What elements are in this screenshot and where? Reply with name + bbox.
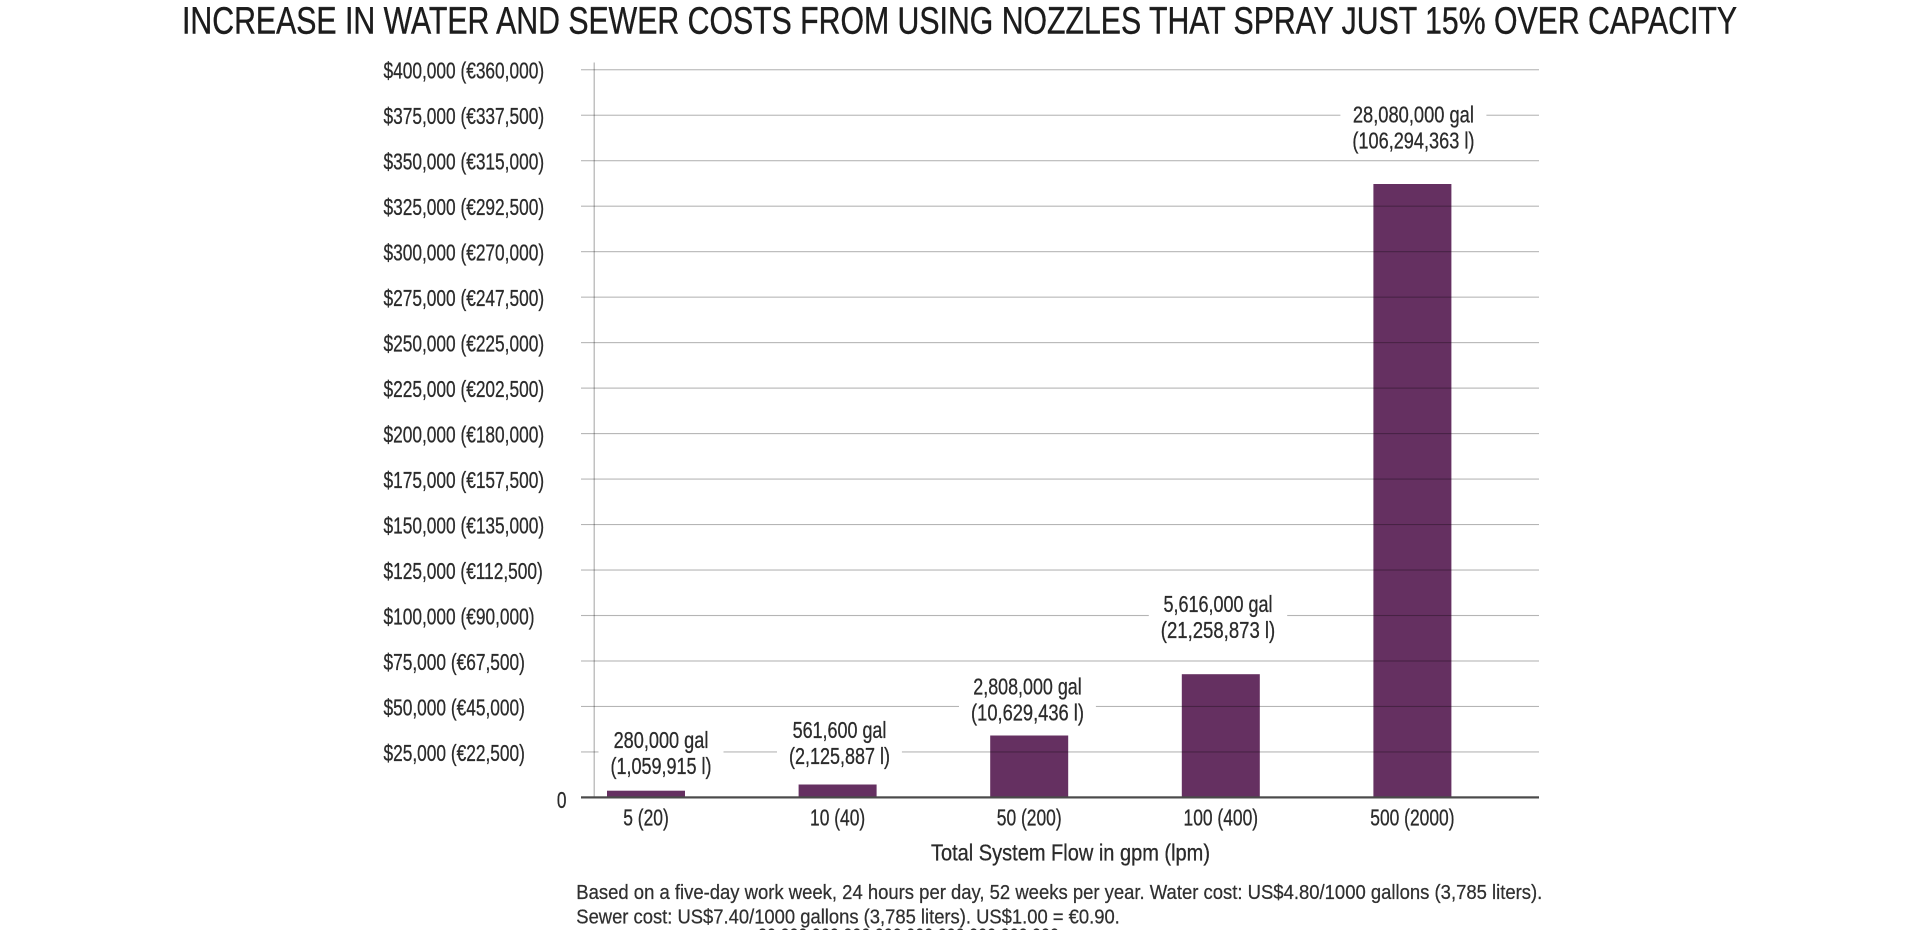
svg-text:$200,000 (€180,000): $200,000 (€180,000) [384, 422, 545, 448]
svg-text:(1,059,915 l): (1,059,915 l) [611, 753, 712, 779]
svg-text:$375,000 (€337,500): $375,000 (€337,500) [384, 103, 545, 129]
svg-text:Total System Flow in gpm (lpm): Total System Flow in gpm (lpm) [931, 840, 1210, 866]
svg-text:$225,000 (€202,500): $225,000 (€202,500) [384, 376, 545, 402]
svg-text:$300,000 (€270,000): $300,000 (€270,000) [384, 240, 545, 266]
svg-text:50 (200): 50 (200) [997, 804, 1062, 830]
svg-text:20,000,000,000,000,000,000,000: 20,000,000,000,000,000,000,000,000,000 [758, 926, 1059, 931]
svg-text:$75,000 (€67,500): $75,000 (€67,500) [384, 649, 525, 675]
svg-text:$25,000 (€22,500): $25,000 (€22,500) [384, 740, 525, 766]
svg-text:$150,000 (€135,000): $150,000 (€135,000) [384, 513, 545, 539]
svg-text:Based on a five-day work week,: Based on a five-day work week, 24 hours … [576, 882, 1542, 904]
svg-text:Sewer cost: US$7.40/1000 gallo: Sewer cost: US$7.40/1000 gallons (3,785 … [576, 906, 1120, 928]
svg-text:561,600 gal: 561,600 gal [793, 717, 887, 743]
svg-text:INCREASE IN WATER AND SEWER CO: INCREASE IN WATER AND SEWER COSTS FROM U… [182, 1, 1737, 43]
svg-text:2,808,000 gal: 2,808,000 gal [973, 674, 1081, 700]
svg-text:0: 0 [557, 787, 567, 813]
svg-text:280,000 gal: 280,000 gal [614, 727, 709, 753]
svg-text:28,080,000 gal: 28,080,000 gal [1353, 102, 1474, 128]
svg-text:$275,000 (€247,500): $275,000 (€247,500) [384, 285, 545, 311]
svg-text:(21,258,873 l): (21,258,873 l) [1161, 617, 1275, 643]
svg-text:$100,000 (€90,000): $100,000 (€90,000) [384, 604, 535, 630]
svg-text:(106,294,363 l): (106,294,363 l) [1352, 128, 1474, 154]
svg-text:$175,000 (€157,500): $175,000 (€157,500) [384, 467, 545, 493]
svg-text:5 (20): 5 (20) [623, 804, 669, 830]
svg-text:$400,000 (€360,000): $400,000 (€360,000) [384, 58, 545, 84]
svg-text:100 (400): 100 (400) [1184, 804, 1259, 830]
svg-text:10 (40): 10 (40) [810, 804, 865, 830]
svg-text:$50,000 (€45,000): $50,000 (€45,000) [384, 694, 525, 720]
svg-text:$125,000 (€112,500): $125,000 (€112,500) [384, 558, 543, 584]
svg-text:5,616,000 gal: 5,616,000 gal [1164, 591, 1273, 617]
svg-text:500 (2000): 500 (2000) [1370, 804, 1454, 830]
svg-text:$325,000 (€292,500): $325,000 (€292,500) [384, 194, 545, 220]
svg-text:$350,000 (€315,000): $350,000 (€315,000) [384, 149, 545, 175]
svg-text:(10,629,436 l): (10,629,436 l) [971, 700, 1084, 726]
svg-text:(2,125,887 l): (2,125,887 l) [789, 743, 890, 769]
svg-text:$250,000 (€225,000): $250,000 (€225,000) [384, 331, 545, 357]
